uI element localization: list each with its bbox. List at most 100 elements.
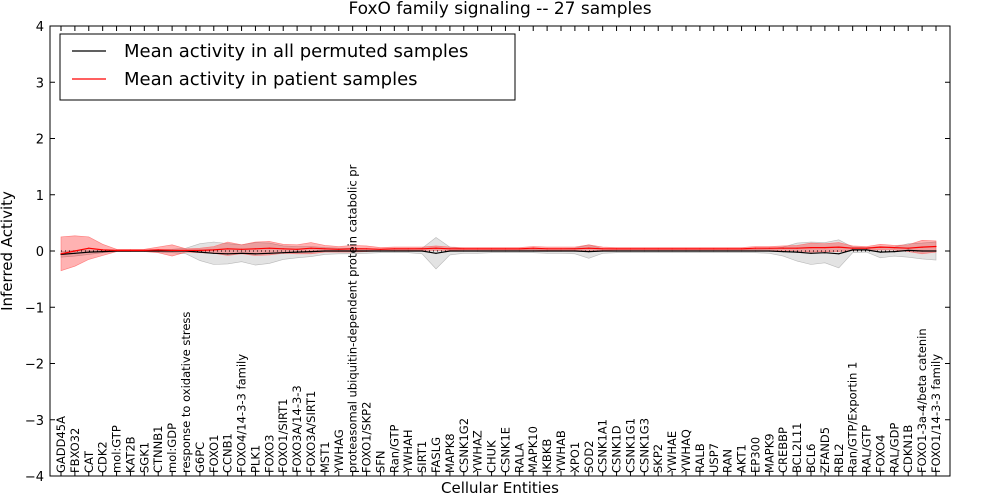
legend: Mean activity in all permuted samples Me… <box>59 33 516 101</box>
point-series-1-30 <box>477 248 479 250</box>
point-series-1-23 <box>379 248 381 250</box>
point-series-1-59 <box>879 246 882 248</box>
point-series-0-47 <box>713 250 715 252</box>
line-series-1 <box>60 245 937 255</box>
point-series-0-51 <box>768 250 770 252</box>
point-series-1-18 <box>310 247 312 249</box>
x-tick-label: FOXO3A/SIRT1 <box>304 391 318 473</box>
point-series-1-34 <box>532 247 534 249</box>
point-series-0-23 <box>379 250 381 252</box>
point-series-1-11 <box>213 249 215 251</box>
x-tick-label: FOXO1-3a-4/beta catenin <box>915 328 929 473</box>
point-series-1-29 <box>463 248 465 250</box>
x-tick-label: SIRT1 <box>415 441 429 473</box>
point-series-0-49 <box>741 250 743 252</box>
x-tick-label: MAPK8 <box>443 433 457 473</box>
point-series-0-20 <box>338 250 340 252</box>
point-series-0-1 <box>74 252 76 254</box>
point-series-0-61 <box>907 249 909 251</box>
point-series-1-47 <box>713 248 715 250</box>
band-series-1 <box>60 235 937 272</box>
point-series-0-43 <box>657 250 659 252</box>
y-tick-label: −3 <box>25 414 44 429</box>
x-tick-label: Ran/GTP/Exportin 1 <box>846 362 860 473</box>
point-series-1-21 <box>352 248 354 250</box>
point-series-0-40 <box>616 250 618 252</box>
point-series-1-55 <box>824 247 826 249</box>
point-series-0-63 <box>935 250 937 252</box>
x-tick-label: YWHAB <box>554 430 568 474</box>
x-tick-label: RAL/GDP <box>887 423 901 473</box>
x-tick-label: FOXO1/14-3-3 family <box>929 354 943 473</box>
line-series-0 <box>60 249 936 255</box>
point-series-0-19 <box>324 250 326 252</box>
y-tick-label: 3 <box>36 76 44 91</box>
point-series-1-63 <box>935 245 937 248</box>
point-series-0-44 <box>671 250 673 252</box>
point-series-1-37 <box>574 248 576 250</box>
point-series-0-3 <box>102 251 104 253</box>
x-tick-label: CSNK1D <box>610 425 624 473</box>
point-series-1-20 <box>338 248 340 250</box>
point-series-0-34 <box>532 250 534 252</box>
point-series-1-4 <box>116 249 118 251</box>
point-series-0-57 <box>852 249 854 251</box>
point-series-1-0 <box>60 253 62 255</box>
point-series-0-7 <box>157 250 159 252</box>
point-series-0-58 <box>866 249 868 251</box>
point-series-0-11 <box>213 252 215 254</box>
point-series-1-19 <box>324 248 326 250</box>
point-series-0-35 <box>546 250 548 252</box>
x-tick-label: mol:GDP <box>165 423 179 473</box>
x-tick-label: CDKN1B <box>901 425 915 473</box>
x-tick-label: IKBKB <box>540 439 554 473</box>
point-series-1-54 <box>810 247 812 249</box>
x-tick-label: CTNNB1 <box>151 426 165 473</box>
point-series-0-14 <box>254 253 256 255</box>
y-axis-label: Inferred Activity <box>0 191 16 311</box>
x-tick-label: RBL2 <box>832 443 846 473</box>
point-series-0-26 <box>421 250 423 252</box>
x-tick-label: FBXO32 <box>68 428 82 473</box>
point-series-0-24 <box>393 250 395 252</box>
point-series-0-36 <box>560 250 562 252</box>
point-series-0-59 <box>879 251 882 253</box>
x-tick-label: mol:GTP <box>110 425 124 473</box>
point-series-1-5 <box>129 249 131 251</box>
point-series-1-25 <box>407 248 409 250</box>
point-series-1-7 <box>157 249 159 251</box>
point-series-0-28 <box>449 250 451 252</box>
point-series-1-16 <box>282 248 284 250</box>
x-tick-label: MST1 <box>318 441 332 473</box>
point-series-1-44 <box>671 248 673 250</box>
point-series-0-22 <box>366 250 368 252</box>
point-series-0-37 <box>574 250 576 252</box>
point-series-1-41 <box>629 248 632 250</box>
point-series-0-52 <box>782 251 784 253</box>
point-series-0-21 <box>352 250 354 252</box>
point-series-1-31 <box>491 248 493 250</box>
point-series-1-58 <box>866 247 868 249</box>
point-series-0-10 <box>199 251 201 253</box>
point-series-1-46 <box>699 248 701 250</box>
y-tick-label: −2 <box>25 358 44 373</box>
point-series-0-16 <box>282 252 284 254</box>
x-tick-label: EP300 <box>748 437 762 473</box>
point-series-1-53 <box>796 247 798 249</box>
point-series-1-45 <box>685 248 687 250</box>
point-series-1-35 <box>546 248 548 250</box>
x-tick-label: CHUK <box>485 440 499 473</box>
x-tick-label: response to oxidative stress <box>179 312 193 473</box>
point-series-1-43 <box>657 248 659 250</box>
x-tick-label: FOXO4/14-3-3 family <box>235 354 249 473</box>
x-tick-label: FOXO4 <box>873 435 887 473</box>
point-series-1-32 <box>504 248 506 250</box>
point-series-1-13 <box>241 248 243 250</box>
point-series-0-29 <box>463 250 465 252</box>
y-tick-label: 2 <box>36 133 44 148</box>
point-series-0-17 <box>296 251 298 253</box>
x-tick-label: YWHAQ <box>679 429 693 474</box>
x-tick-label: CCNB1 <box>221 433 235 473</box>
x-tick-label: SOD2 <box>582 440 596 473</box>
